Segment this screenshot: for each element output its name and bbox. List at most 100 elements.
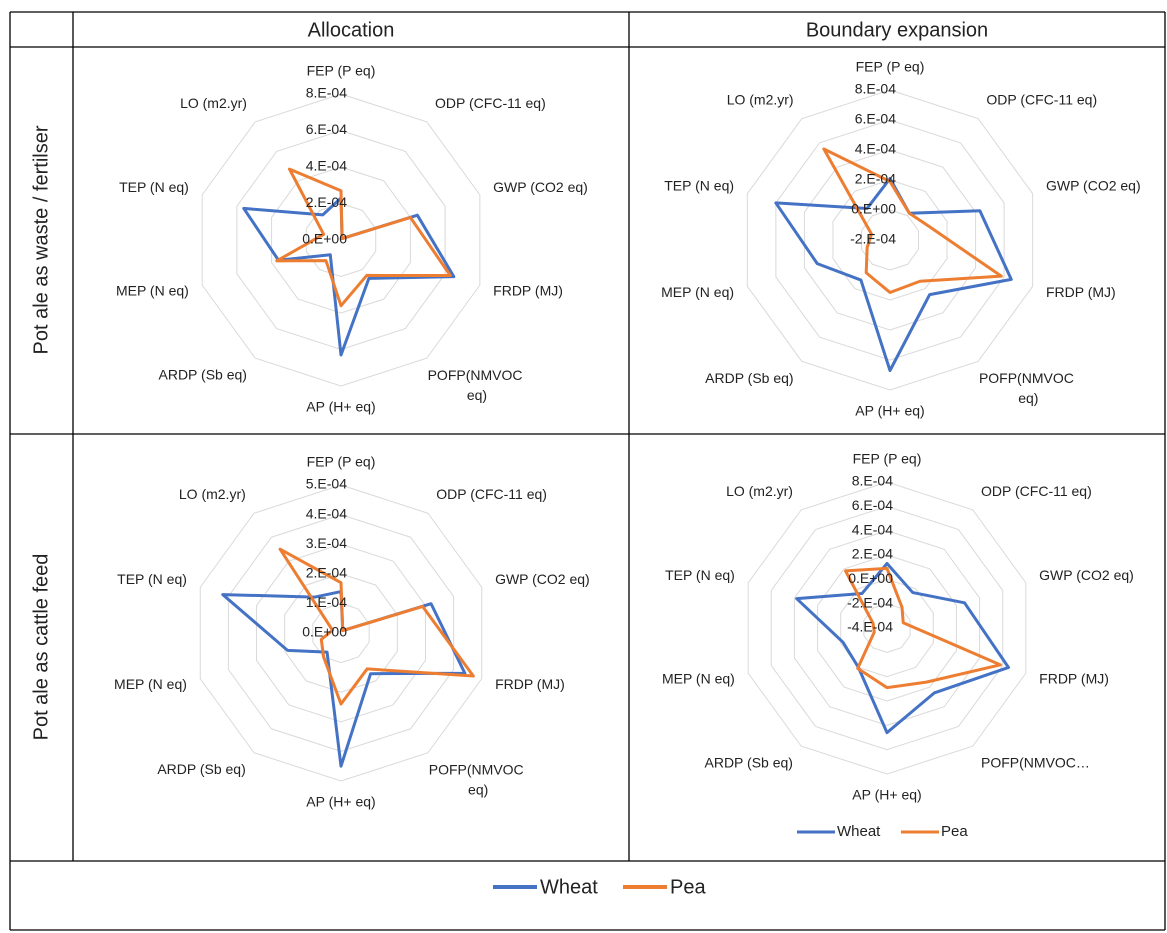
category-label: ODP (CFC-11 eq) (986, 92, 1097, 108)
grid-ring (201, 93, 481, 387)
tick-label: 0.E+00 (851, 201, 896, 217)
category-label: TEP (N eq) (665, 567, 735, 583)
category-label: MEP (N eq) (114, 676, 187, 692)
category-label: GWP (CO2 eq) (1046, 178, 1141, 194)
tick-label: 4.E-04 (855, 141, 896, 157)
category-label: MEP (N eq) (662, 671, 735, 687)
row-header: Pot ale as waste / fertilser (30, 125, 52, 354)
tick-label: 4.E-04 (852, 521, 893, 537)
tick-label: 6.E-04 (855, 111, 896, 127)
category-label: FEP (P eq) (853, 451, 922, 467)
grid-ring (312, 602, 370, 664)
grid-ring (793, 530, 981, 726)
grid-ring (803, 149, 977, 331)
radar-chart: -4.E-04 -2.E-04 0.E+00 2.E-04 4.E-04 6.E-04 8.… (662, 451, 1134, 840)
tick-label: 0.E+00 (302, 231, 347, 247)
category-label: AP (H+ eq) (306, 794, 375, 810)
tick-label: 2.E-04 (306, 194, 347, 210)
series-line (844, 566, 1002, 690)
category-label: GWP (CO2 eq) (1039, 567, 1134, 583)
category-label: FRDP (MJ) (495, 676, 565, 692)
legend-label: Wheat (540, 876, 598, 898)
category-label: FRDP (MJ) (493, 283, 563, 299)
category-label: AP (H+ eq) (855, 403, 924, 419)
category-label: LO (m2.yr) (727, 92, 794, 108)
grid-ring (271, 166, 411, 314)
category-label: MEP (N eq) (116, 283, 189, 299)
category-label: FEP (P eq) (307, 454, 376, 470)
category-label: AP (H+ eq) (852, 787, 921, 803)
grid-ring (199, 484, 483, 782)
category-label-line: eq) (1014, 390, 1038, 406)
grid-ring (860, 209, 920, 271)
radar-chart: 0.E+00 1.E-04 2.E-04 3.E-04 4.E-04 5.E-04 FEP … (114, 454, 590, 810)
legend-label: Wheat (837, 823, 881, 840)
grid-ring (305, 202, 377, 278)
category-label: ARDP (Sb eq) (159, 367, 247, 383)
tick-label: 2.E-04 (855, 171, 896, 187)
series-line (822, 147, 1003, 294)
category-label: LO (m2.yr) (180, 95, 247, 111)
series-line (275, 167, 452, 308)
category-label: ARDP (Sb eq) (705, 370, 793, 386)
series-line (795, 562, 1010, 735)
category-label: POFP(NMVOC eq) (979, 370, 1074, 406)
column-header: Boundary expansion (806, 19, 988, 41)
grid-ring (747, 481, 1027, 775)
tick-label: 2.E-04 (852, 546, 893, 562)
tick-label: 0.E+00 (302, 624, 347, 640)
category-label-line: POFP(NMVOC (428, 367, 523, 383)
series-line (774, 177, 1013, 372)
tick-label: 6.E-04 (306, 121, 347, 137)
category-label: ODP (CFC-11 eq) (435, 95, 546, 111)
radar-chart: -2.E-04 0.E+00 2.E-04 4.E-04 6.E-04 8.E-04 FEP… (661, 59, 1140, 419)
tick-label: 8.E-04 (306, 85, 347, 101)
category-label-line: eq) (464, 781, 488, 797)
category-label: POFP(NMVOC eq) (428, 367, 523, 403)
tick-label: 2.E-04 (306, 565, 347, 581)
grid-ring (770, 505, 1004, 751)
tick-label: 6.E-04 (852, 497, 893, 513)
tick-label: -2.E-04 (850, 231, 896, 247)
category-label: MEP (N eq) (661, 284, 734, 300)
category-label: ODP (CFC-11 eq) (981, 483, 1092, 499)
category-label: LO (m2.yr) (179, 486, 246, 502)
legend-label: Pea (670, 876, 706, 898)
tick-label: 4.E-04 (306, 158, 347, 174)
tick-label: 4.E-04 (306, 505, 347, 521)
category-label-line: POFP(NMVOC (429, 761, 524, 777)
category-label: ARDP (Sb eq) (705, 755, 793, 771)
column-header: Allocation (308, 19, 395, 41)
category-label: TEP (N eq) (117, 571, 187, 587)
grid-ring (227, 514, 455, 752)
tick-label: 3.E-04 (306, 535, 347, 551)
grid-ring (840, 578, 934, 678)
tick-label: -2.E-04 (847, 594, 893, 610)
row-header: Pot ale as cattle feed (30, 554, 52, 741)
category-label: TEP (N eq) (119, 179, 189, 195)
grid-ring (256, 543, 426, 723)
category-label: POFP(NMVOC… (981, 755, 1090, 771)
category-label-line: POFP(NMVOC (979, 370, 1074, 386)
category-label: FRDP (MJ) (1039, 671, 1109, 687)
category-label: POFP(NMVOC eq) (429, 761, 524, 797)
category-label: ODP (CFC-11 eq) (436, 486, 547, 502)
grid-ring (284, 573, 398, 693)
radar-chart: 0.E+00 2.E-04 4.E-04 6.E-04 8.E-04 FEP (P eq)… (116, 63, 588, 415)
category-label-line: eq) (463, 387, 487, 403)
category-label: TEP (N eq) (664, 178, 734, 194)
category-label: FEP (P eq) (307, 63, 376, 79)
category-label: AP (H+ eq) (306, 399, 375, 415)
grid-ring (775, 119, 1005, 361)
tick-label: 1.E-04 (306, 594, 347, 610)
category-label: ARDP (Sb eq) (157, 761, 245, 777)
tick-label: -4.E-04 (847, 619, 893, 635)
tick-label: 0.E+00 (848, 570, 893, 586)
category-label: GWP (CO2 eq) (495, 571, 590, 587)
grid-ring (863, 603, 911, 653)
legend-label: Pea (941, 823, 968, 840)
grid-ring (817, 554, 957, 702)
table-grid (9, 11, 1166, 931)
